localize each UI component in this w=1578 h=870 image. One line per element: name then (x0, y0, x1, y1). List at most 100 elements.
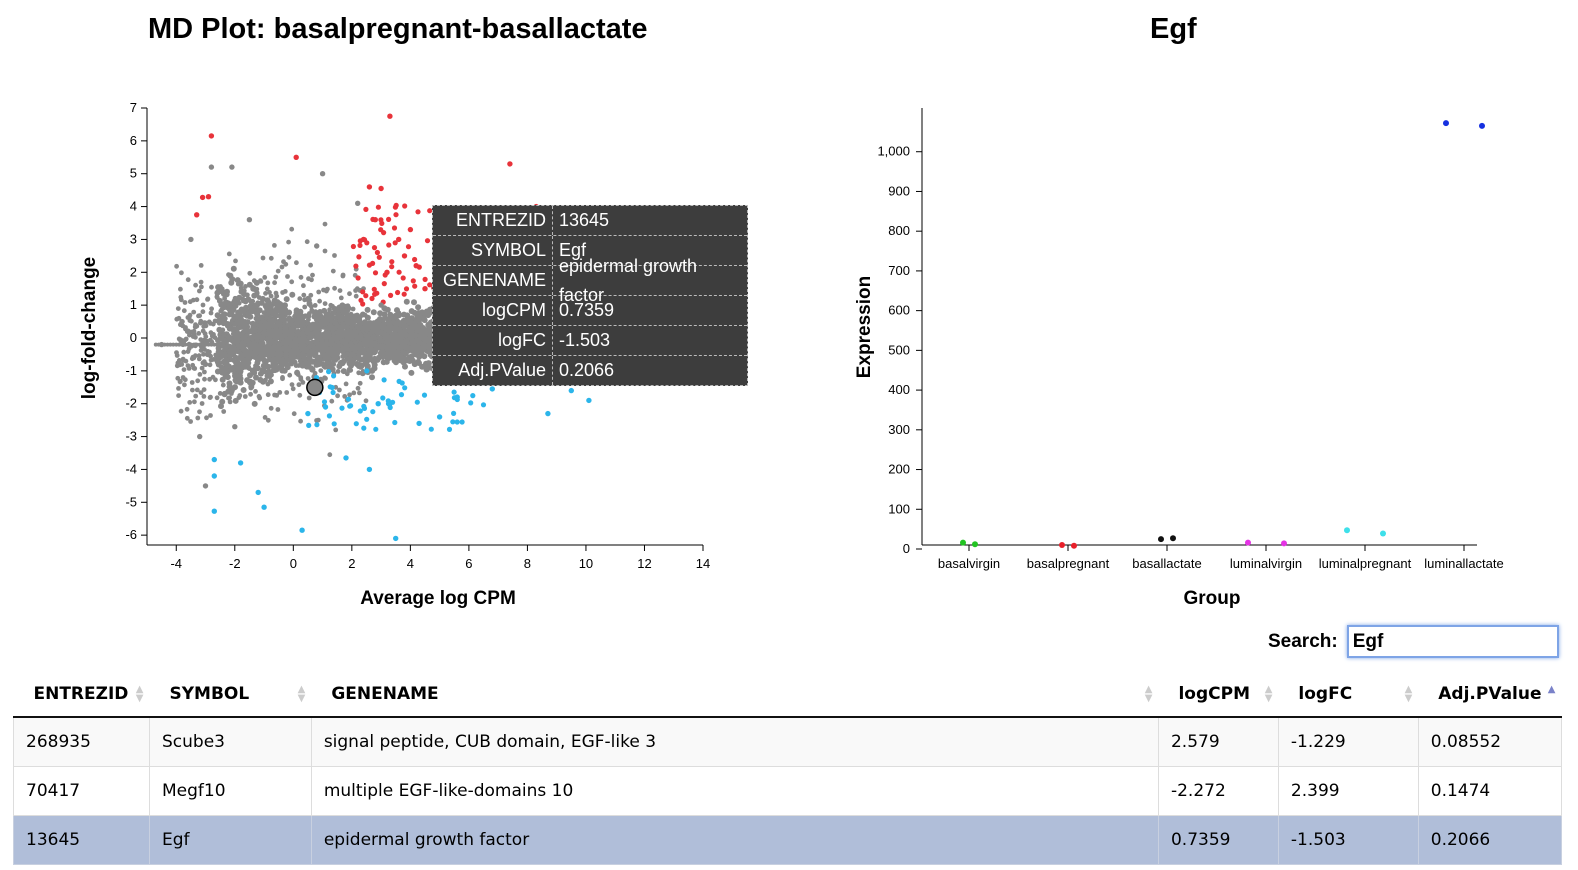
column-header-genename[interactable]: GENENAME ▲ ▼ (311, 672, 1159, 718)
md-point (193, 334, 198, 340)
table-row[interactable]: 268935 Scube3 signal peptide, CUB domain… (13, 716, 1563, 767)
md-x-tick: 2 (348, 545, 355, 571)
svg-text:-3: -3 (125, 429, 137, 444)
md-point-outlier (205, 194, 212, 200)
md-point (417, 334, 424, 341)
md-point (251, 400, 258, 407)
table-row[interactable]: 70417 Megf10 multiple EGF-like-domains 1… (13, 766, 1563, 816)
expr-point[interactable] (1059, 542, 1065, 548)
md-y-axis-label: log-fold-change (79, 257, 100, 399)
column-header-logfc[interactable]: logFC ▲ ▼ (1278, 672, 1419, 718)
svg-text:2: 2 (130, 264, 137, 279)
expr-point[interactable] (1158, 536, 1164, 543)
md-point (254, 286, 260, 292)
md-point (272, 356, 277, 362)
md-point (272, 243, 277, 248)
md-point (241, 342, 247, 347)
cell-logcpm: 2.579 (1157, 716, 1279, 767)
column-header-entrezid[interactable]: ENTREZID ▲ ▼ (13, 672, 150, 718)
md-point-up (392, 240, 398, 246)
expr-point[interactable] (1245, 539, 1251, 546)
md-point (263, 291, 268, 296)
md-point (425, 312, 432, 319)
cell-logcpm: -2.272 (1157, 766, 1279, 816)
md-point (285, 322, 291, 328)
md-point-up (350, 243, 356, 250)
expr-point[interactable] (1344, 527, 1350, 534)
md-point (273, 274, 279, 280)
md-point-outlier (261, 504, 267, 510)
svg-text:10: 10 (579, 556, 593, 571)
md-point (240, 296, 246, 302)
highlighted-gene-point[interactable] (306, 378, 324, 397)
expr-point[interactable] (1170, 535, 1176, 542)
md-point (188, 419, 194, 424)
md-point (310, 272, 315, 278)
table-row-selected[interactable]: 13645 Egf epidermal growth factor 0.7359… (13, 815, 1563, 865)
sort-icon: ▲ ▼ (135, 684, 144, 704)
md-point (263, 377, 268, 383)
md-point (306, 344, 312, 350)
expr-y-axis: 0 100 200 300 400 500 600 700 800 900 1,000 (877, 108, 923, 556)
md-point (262, 351, 269, 358)
expression-plot[interactable]: 0 100 200 300 400 500 600 700 800 900 1,000 basalv… (820, 0, 1560, 620)
md-point (326, 341, 332, 347)
md-point (247, 303, 254, 310)
column-header-adjpvalue[interactable]: Adj.PValue ▲ (1418, 672, 1562, 718)
md-point-down (451, 389, 457, 395)
md-point (194, 297, 200, 303)
md-point (268, 405, 274, 411)
md-point (391, 330, 398, 336)
md-point-outlier (396, 236, 402, 243)
md-point (286, 239, 291, 245)
md-point-down (454, 419, 460, 425)
md-point (243, 326, 248, 331)
column-header-logcpm[interactable]: logCPM ▲ ▼ (1158, 672, 1279, 718)
md-point (226, 251, 232, 257)
md-point (273, 306, 279, 312)
search-input[interactable] (1346, 625, 1559, 658)
expr-point[interactable] (1443, 120, 1449, 127)
md-point (250, 285, 256, 290)
md-point (222, 296, 228, 301)
expr-point[interactable] (1380, 530, 1386, 537)
md-point (327, 307, 332, 313)
md-point-outlier (199, 194, 206, 201)
md-point (254, 337, 260, 343)
md-point (369, 367, 376, 374)
column-header-symbol[interactable]: SYMBOL ▲ ▼ (149, 672, 312, 718)
expr-point[interactable] (960, 539, 966, 546)
md-point-outlier (314, 243, 320, 249)
md-point-up (363, 293, 369, 299)
expr-point[interactable] (1281, 540, 1287, 547)
md-point (327, 452, 333, 458)
md-point (359, 362, 365, 368)
md-point (331, 314, 336, 320)
md-point (381, 311, 388, 318)
cell-entrezid: 70417 (13, 766, 150, 816)
tooltip-value: epidermal growth factor (558, 255, 698, 305)
expr-point[interactable] (1479, 122, 1485, 129)
md-point (308, 304, 314, 309)
md-point (186, 342, 190, 347)
md-point (280, 346, 285, 352)
md-point (362, 312, 368, 318)
md-point-down (387, 404, 393, 411)
expr-point[interactable] (972, 541, 978, 548)
md-point-up (360, 289, 366, 295)
md-point (412, 332, 419, 339)
cell-symbol: Scube3 (148, 716, 312, 767)
md-point (408, 308, 415, 315)
expr-point[interactable] (1071, 542, 1077, 549)
md-y-tick: 3 (130, 231, 147, 246)
md-point (222, 373, 228, 379)
md-point (204, 415, 209, 421)
md-points-layer (153, 113, 604, 542)
md-point (268, 309, 274, 315)
md-point (262, 275, 268, 280)
expr-y-tick: 900 (888, 183, 922, 198)
md-point (246, 366, 252, 371)
md-point-outlier (401, 253, 408, 259)
md-point (234, 359, 241, 366)
